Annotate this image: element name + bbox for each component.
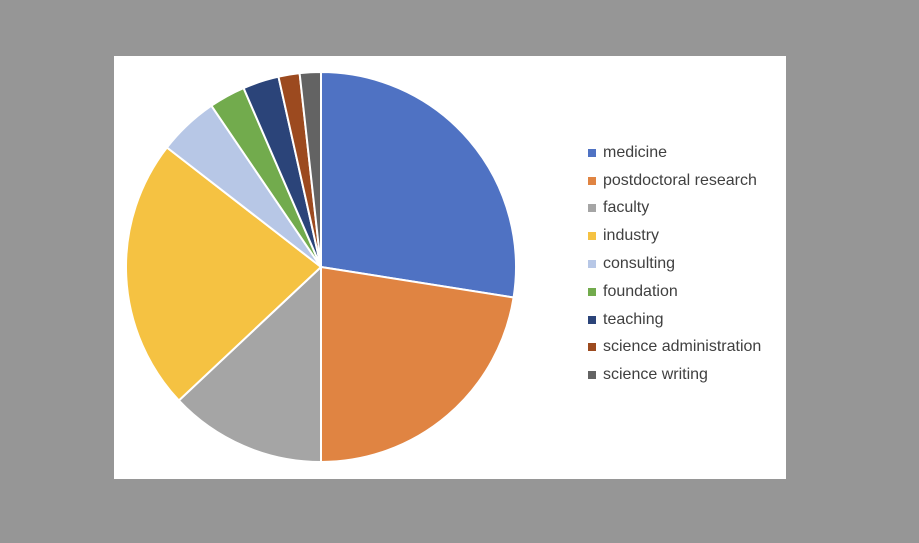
legend-swatch <box>588 176 596 185</box>
pie-chart <box>125 71 517 463</box>
legend-swatch <box>588 148 596 157</box>
legend-item-consulting: consulting <box>588 250 784 278</box>
legend-swatch <box>588 343 596 352</box>
legend: medicine postdoctoral research faculty indu… <box>588 139 784 389</box>
legend-label: faculty <box>603 199 650 217</box>
legend-item-medicine: medicine <box>588 139 784 167</box>
legend-label: consulting <box>603 255 676 273</box>
legend-item-industry: industry <box>588 222 784 250</box>
legend-label: science administration <box>603 338 762 356</box>
legend-label: foundation <box>603 282 678 300</box>
pie-slice-medicine <box>320 71 517 299</box>
legend-item-foundation: foundation <box>588 278 784 306</box>
legend-label: science writing <box>603 366 708 384</box>
legend-label: teaching <box>603 310 664 328</box>
legend-item-teaching: teaching <box>588 306 784 334</box>
legend-swatch <box>588 371 596 380</box>
chart-panel: medicine postdoctoral research faculty indu… <box>114 56 786 479</box>
legend-swatch <box>588 260 596 269</box>
pie-slices <box>125 71 517 463</box>
legend-label: industry <box>603 227 660 245</box>
legend-swatch <box>588 204 596 213</box>
pie-slice-industry <box>125 146 322 402</box>
legend-label: medicine <box>603 143 668 161</box>
legend-label: postdoctoral research <box>603 171 757 189</box>
legend-swatch <box>588 232 596 241</box>
legend-item-faculty: faculty <box>588 195 784 223</box>
legend-item-science-administration: science administration <box>588 334 784 362</box>
legend-swatch <box>588 287 596 296</box>
pie-slice-postdoctoral-research <box>320 266 515 463</box>
legend-item-science-writing: science writing <box>588 361 784 389</box>
pie-slice-faculty <box>177 266 322 463</box>
legend-item-postdoctoral-research: postdoctoral research <box>588 167 784 195</box>
pie-slice-science-writing <box>298 71 322 268</box>
legend-swatch <box>588 315 596 324</box>
